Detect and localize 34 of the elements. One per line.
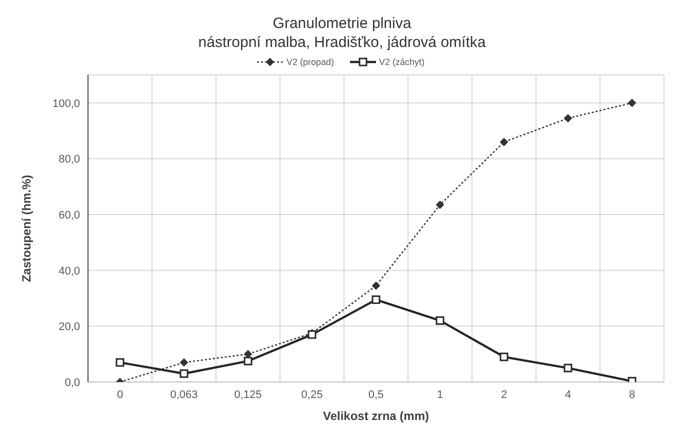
y-tick-label: 20,0	[58, 321, 80, 334]
y-tick-label: 100,0	[52, 98, 80, 110]
point	[372, 282, 380, 290]
point	[628, 98, 636, 107]
point	[500, 138, 508, 146]
point	[244, 356, 252, 366]
point	[564, 364, 572, 372]
chart-subtitle: nástropní malba, Hradišťko, jádrová omítka	[197, 33, 487, 52]
x-tick-label: 1	[436, 388, 444, 401]
legend-label: V2 (propad)	[286, 57, 334, 67]
x-axis-title: Velikost zrna (mm)	[322, 409, 430, 423]
point	[180, 358, 188, 366]
x-tick-label: 0,25	[301, 388, 323, 401]
y-tick-label: 0,0	[64, 376, 80, 389]
point	[436, 200, 444, 209]
x-tick-label: 0,125	[234, 388, 262, 401]
y-axis-title: Zastoupení (hm.%)	[19, 174, 34, 282]
x-tick-label: 0,5	[368, 388, 384, 401]
y-tick-label: 60,0	[58, 209, 80, 222]
point	[500, 352, 508, 362]
y-tick-label: 40,0	[58, 265, 80, 278]
legend-label: V2 (záchyt)	[379, 57, 425, 67]
point	[180, 369, 188, 378]
point	[116, 358, 124, 367]
x-tick-label: 2	[500, 388, 508, 401]
x-tick-label: 8	[628, 388, 636, 401]
y-tick-label: 80,0	[58, 154, 80, 166]
point	[372, 295, 380, 304]
point	[564, 114, 572, 122]
point	[436, 316, 444, 325]
chart-title: Granulometrie plniva	[272, 14, 412, 33]
x-tick-label: 4	[564, 388, 572, 401]
x-tick-label: 0,063	[170, 388, 198, 401]
x-tick-label: 0	[116, 388, 124, 401]
